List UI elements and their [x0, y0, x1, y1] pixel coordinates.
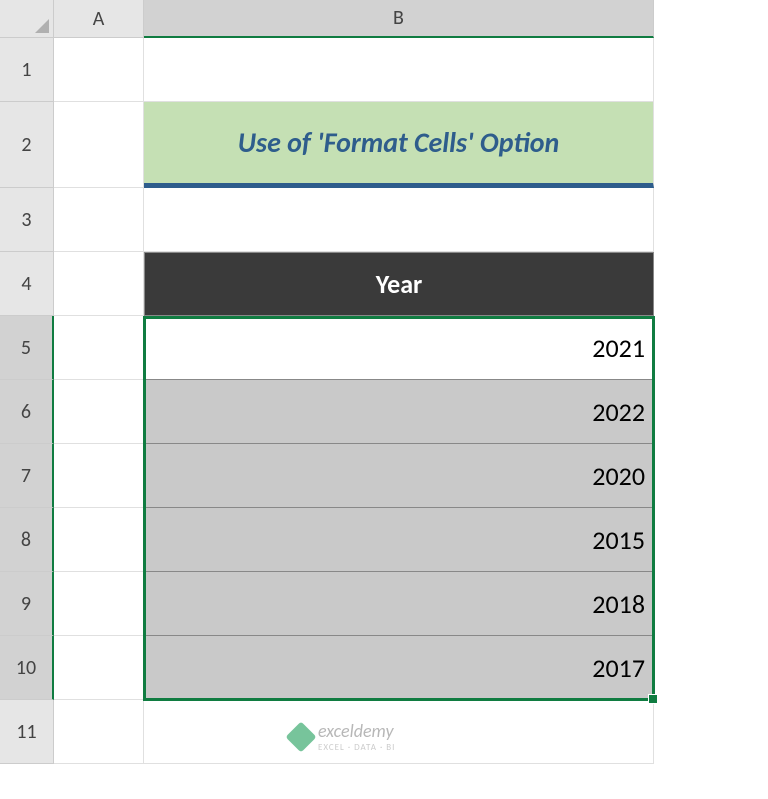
row-header-9[interactable]: 9 — [0, 572, 54, 636]
cell-a6[interactable] — [54, 380, 144, 444]
cell-b1[interactable] — [144, 38, 654, 102]
cell-a3[interactable] — [54, 188, 144, 252]
cell-a7[interactable] — [54, 444, 144, 508]
cell-a9[interactable] — [54, 572, 144, 636]
data-cell-5[interactable]: 2018 — [144, 572, 654, 636]
row-header-4[interactable]: 4 — [0, 252, 54, 316]
row-header-11[interactable]: 11 — [0, 700, 54, 764]
row-header-3[interactable]: 3 — [0, 188, 54, 252]
cell-a10[interactable] — [54, 636, 144, 700]
data-cell-2[interactable]: 2022 — [144, 380, 654, 444]
row-headers: 1 2 3 4 5 6 7 8 9 10 11 — [0, 0, 54, 764]
cell-a8[interactable] — [54, 508, 144, 572]
cell-a2[interactable] — [54, 102, 144, 188]
col-header-b[interactable]: B — [144, 0, 654, 38]
title-cell[interactable]: Use of 'Format Cells' Option — [144, 102, 654, 188]
cell-a1[interactable] — [54, 38, 144, 102]
watermark: exceldemy EXCEL · DATA · BI — [290, 720, 395, 753]
watermark-brand: exceldemy — [318, 720, 395, 742]
cell-a4[interactable] — [54, 252, 144, 316]
cell-a5[interactable] — [54, 316, 144, 380]
row-header-10[interactable]: 10 — [0, 636, 54, 700]
row-header-5[interactable]: 5 — [0, 316, 54, 380]
select-all-corner[interactable] — [0, 0, 54, 38]
data-cell-6[interactable]: 2017 — [144, 636, 654, 700]
row-header-1[interactable]: 1 — [0, 38, 54, 102]
column-headers: A B — [54, 0, 654, 38]
cells-area: Use of 'Format Cells' Option Year 2021 2… — [54, 38, 654, 764]
spreadsheet-grid: 1 2 3 4 5 6 7 8 9 10 11 A B Use of 'Form… — [0, 0, 768, 799]
watermark-icon — [285, 721, 316, 752]
cell-b11[interactable] — [144, 700, 654, 764]
row-header-2[interactable]: 2 — [0, 102, 54, 188]
data-cell-3[interactable]: 2020 — [144, 444, 654, 508]
cell-a11[interactable] — [54, 700, 144, 764]
watermark-tagline: EXCEL · DATA · BI — [318, 742, 395, 753]
row-header-8[interactable]: 8 — [0, 508, 54, 572]
table-header-cell[interactable]: Year — [144, 252, 654, 316]
data-cell-4[interactable]: 2015 — [144, 508, 654, 572]
col-header-a[interactable]: A — [54, 0, 144, 38]
cell-b3[interactable] — [144, 188, 654, 252]
data-cell-1[interactable]: 2021 — [144, 316, 654, 380]
row-header-7[interactable]: 7 — [0, 444, 54, 508]
row-header-6[interactable]: 6 — [0, 380, 54, 444]
